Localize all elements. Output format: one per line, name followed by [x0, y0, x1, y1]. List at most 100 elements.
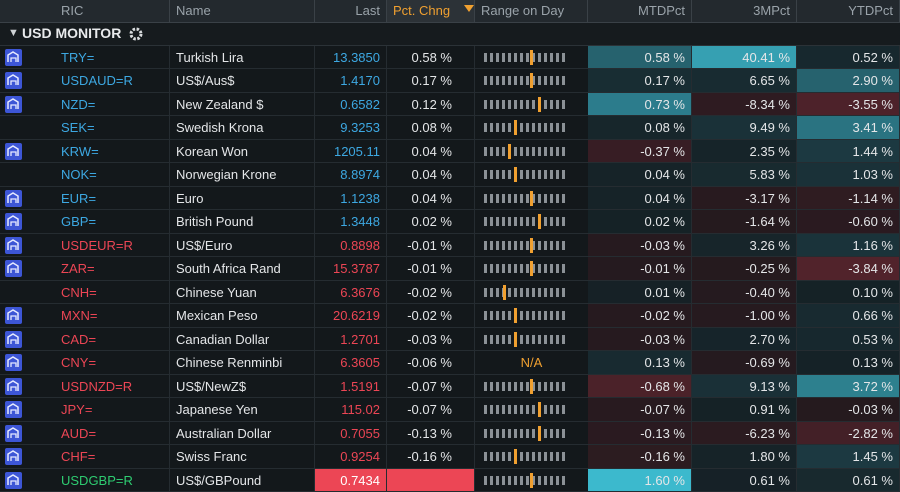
news-icon[interactable] [5, 354, 22, 372]
cell-m3: 40.41 % [692, 46, 797, 69]
cell-ric: CHF= [55, 445, 170, 468]
range-tick [538, 452, 541, 462]
range-tick [532, 475, 535, 485]
range-tick [496, 381, 499, 391]
cell-mtd: 0.02 % [588, 210, 692, 233]
collapse-arrow[interactable]: ▼ [8, 27, 19, 39]
range-tick [508, 381, 511, 391]
range-tick [520, 240, 523, 250]
cell-ytd: -0.60 % [797, 210, 900, 233]
range-tick [556, 452, 559, 462]
range-tick [496, 123, 499, 133]
range-tick [562, 170, 565, 180]
column-header[interactable]: 3MPct [692, 0, 797, 22]
news-icon[interactable] [5, 377, 22, 395]
cell-name: US$/GBPound [170, 468, 315, 491]
range-tick [550, 99, 553, 109]
news-icon[interactable] [5, 448, 22, 466]
range-tick [550, 428, 553, 438]
cell-last: 0.6582 [315, 92, 387, 116]
column-header[interactable]: Name [170, 0, 315, 22]
range-tick [514, 53, 517, 62]
range-tick [484, 193, 487, 203]
range-tick [502, 475, 505, 485]
column-header[interactable]: Range on Day [475, 0, 588, 22]
cell-mtd: 0.01 % [588, 280, 692, 304]
cell-mtd: -0.37 % [588, 139, 692, 163]
cell-ytd: 3.72 % [797, 374, 900, 398]
cell-m3: -8.34 % [692, 92, 797, 116]
range-tick [556, 217, 559, 227]
cell-m3: 9.49 % [692, 116, 797, 139]
news-icon[interactable] [5, 424, 22, 442]
range-tick [526, 452, 529, 462]
range-tick [502, 240, 505, 250]
news-icon[interactable] [5, 401, 22, 419]
cell-ytd: 1.03 % [797, 163, 900, 186]
range-tick [520, 475, 523, 485]
news-icon[interactable] [5, 330, 22, 348]
column-header[interactable]: Pct. Chng [387, 0, 475, 22]
row-line [0, 373, 900, 375]
cell-m3: -3.17 % [692, 186, 797, 210]
news-icon[interactable] [5, 213, 22, 231]
range-tick [508, 123, 511, 133]
cell-mtd: 0.08 % [588, 116, 692, 139]
cell-name: Canadian Dollar [170, 327, 315, 351]
cell-pct: 0.08 % [387, 116, 475, 139]
cell-ytd: -3.84 % [797, 257, 900, 280]
cell-m3: 3.26 % [692, 233, 797, 257]
cell-ric: GBP= [55, 210, 170, 233]
cell-name: US$/Aus$ [170, 69, 315, 92]
range-tick [562, 53, 565, 62]
cell-last: 1.4170 [315, 69, 387, 92]
range-tick [538, 123, 541, 133]
news-icon[interactable] [5, 72, 22, 90]
cell-ric: SEK= [55, 116, 170, 139]
range-tick [556, 334, 559, 344]
news-icon[interactable] [5, 307, 22, 325]
range-tick [544, 240, 547, 250]
range-tick [490, 452, 493, 462]
range-na: N/A [520, 355, 543, 371]
range-tick [544, 475, 547, 485]
column-header[interactable]: RIC [55, 0, 170, 22]
news-icon[interactable] [5, 95, 22, 113]
range-tick [562, 405, 565, 415]
column-header[interactable]: Last [315, 0, 387, 22]
range-tick [550, 240, 553, 250]
news-icon[interactable] [5, 471, 22, 489]
range-tick [532, 240, 535, 250]
news-icon[interactable] [5, 189, 22, 207]
range-tick [490, 123, 493, 133]
range-tick [526, 428, 529, 438]
range-tick [556, 170, 559, 180]
range-tick [544, 170, 547, 180]
cell-last: 9.3253 [315, 116, 387, 139]
range-tick [532, 170, 535, 180]
range-tick [526, 76, 529, 86]
range-tick [550, 475, 553, 485]
news-icon[interactable] [5, 236, 22, 254]
range-tick [538, 334, 541, 344]
range-tick [532, 123, 535, 133]
range-tick [502, 428, 505, 438]
range-tick [514, 240, 517, 250]
range-tick [538, 287, 541, 297]
settings-icon[interactable] [128, 26, 144, 42]
cell-ric: NOK= [55, 163, 170, 186]
news-icon[interactable] [5, 49, 22, 66]
range-tick [562, 193, 565, 203]
row-line [0, 256, 900, 258]
column-header[interactable]: YTDPct [797, 0, 900, 22]
cell-m3: -1.00 % [692, 304, 797, 327]
cell-ric: USDEUR=R [55, 233, 170, 257]
range-tick [484, 311, 487, 321]
range-tick [508, 405, 511, 415]
news-icon[interactable] [5, 142, 22, 160]
news-icon[interactable] [5, 260, 22, 278]
cell-mtd: 1.60 % [588, 468, 692, 491]
range-marker [530, 237, 534, 253]
column-header[interactable]: MTDPct [588, 0, 692, 22]
cell-m3: 5.83 % [692, 163, 797, 186]
